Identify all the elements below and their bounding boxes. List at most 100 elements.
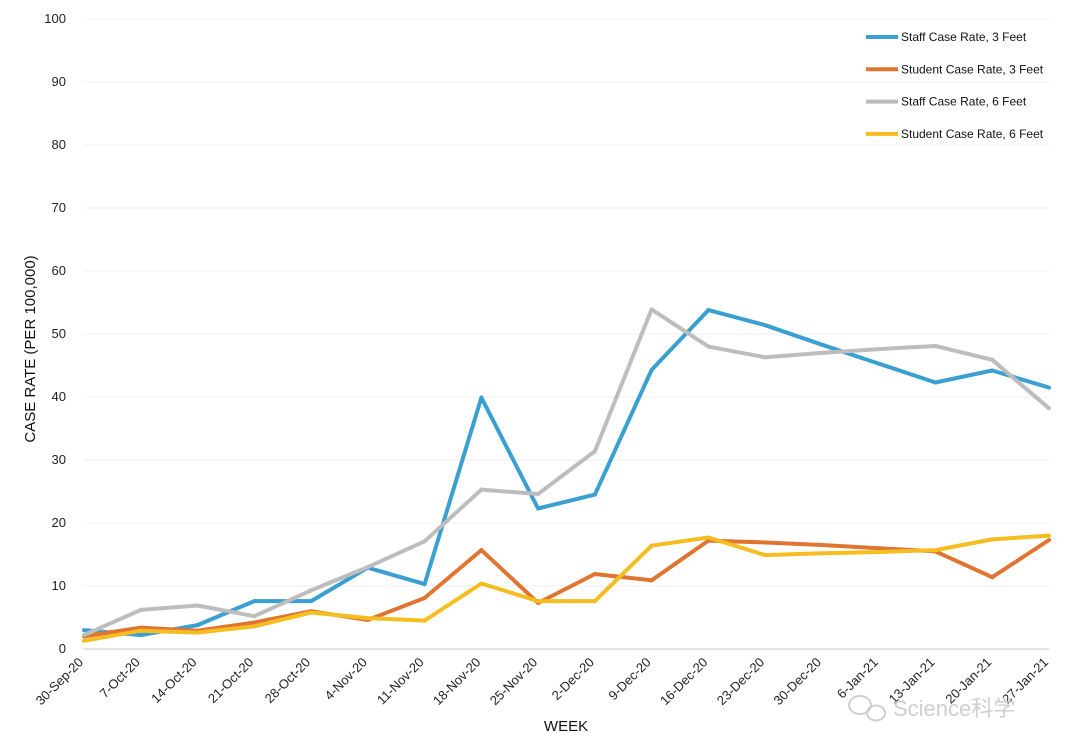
data-point: [82, 628, 86, 633]
x-tick-label: 6-Jan-21: [834, 655, 881, 702]
wechat-icon: [848, 695, 886, 722]
y-axis-ticks: 0 10 20 30 40 50 60 70 80 90 100: [44, 11, 66, 656]
data-point: [82, 638, 86, 643]
data-point: [138, 633, 143, 638]
data-point: [763, 553, 768, 558]
x-tick-label: 2-Dec-20: [549, 655, 597, 703]
data-point: [649, 367, 654, 372]
data-point: [309, 588, 314, 593]
data-point: [195, 623, 200, 628]
watermark-text: Science科学: [893, 696, 1015, 721]
data-point: [592, 572, 597, 576]
data-point: [763, 323, 768, 328]
data-point: [990, 368, 995, 373]
data-point: [819, 543, 824, 547]
data-point: [990, 575, 995, 580]
x-tick-label: 11-Nov-20: [374, 655, 427, 708]
data-point: [649, 578, 654, 583]
data-point: [819, 551, 824, 556]
series-line-3: [83, 307, 1051, 637]
x-tick-label: 23-Dec-20: [714, 655, 768, 709]
y-tick-label: 80: [52, 137, 66, 152]
data-point: [479, 581, 484, 586]
data-point: [138, 607, 143, 612]
data-point: [592, 492, 597, 497]
y-tick-label: 70: [52, 200, 66, 215]
data-point: [422, 618, 427, 623]
data-point: [536, 599, 541, 604]
y-tick-label: 60: [52, 263, 66, 278]
y-tick-label: 50: [52, 326, 66, 341]
data-point: [422, 539, 427, 544]
x-tick-label: 25-Nov-20: [487, 655, 541, 709]
data-point: [365, 565, 370, 570]
data-point: [763, 355, 768, 360]
data-point: [933, 380, 938, 385]
data-point: [876, 361, 881, 366]
y-tick-label: 40: [52, 389, 66, 404]
series-line-2: [83, 538, 1051, 639]
y-tick-label: 0: [59, 641, 66, 656]
data-point: [252, 624, 257, 629]
data-point: [138, 625, 143, 630]
gridlines: [84, 18, 1049, 587]
legend-label: Student Case Rate, 6 Feet: [901, 127, 1044, 141]
data-point: [479, 548, 484, 553]
data-point: [365, 616, 370, 621]
data-point: [819, 342, 824, 347]
data-point: [1047, 533, 1051, 538]
legend-label: Staff Case Rate, 3 Feet: [901, 30, 1027, 44]
data-point: [649, 307, 654, 312]
data-point: [1047, 538, 1051, 542]
data-point: [706, 344, 711, 349]
y-tick-label: 100: [44, 11, 66, 26]
x-tick-label: 28-Oct-20: [262, 655, 313, 706]
series-lines: [82, 307, 1051, 643]
data-point: [422, 596, 427, 600]
data-point: [876, 546, 881, 551]
data-point: [706, 308, 711, 313]
data-point: [252, 614, 257, 619]
data-point: [536, 506, 541, 511]
y-tick-label: 30: [52, 452, 66, 467]
y-axis-title: CASE RATE (PER 100,000): [22, 255, 39, 442]
x-tick-label: 4-Nov-20: [322, 655, 370, 703]
series-line-1: [83, 308, 1050, 638]
legend: Staff Case Rate, 3 Feet Student Case Rate…: [866, 30, 1044, 141]
data-point: [819, 350, 824, 355]
data-point: [990, 537, 995, 542]
data-point: [309, 599, 314, 604]
data-point: [138, 628, 143, 633]
watermark: Science科学: [848, 695, 1015, 722]
data-point: [479, 395, 484, 400]
x-axis-title: WEEK: [544, 718, 588, 735]
x-tick-label: 18-Nov-20: [430, 655, 484, 709]
x-tick-label: 30-Dec-20: [771, 655, 825, 709]
data-point: [706, 535, 711, 540]
data-point: [1047, 406, 1051, 411]
x-tick-label: 9-Dec-20: [605, 655, 653, 703]
data-point: [82, 633, 86, 638]
data-point: [876, 347, 881, 352]
data-point: [309, 610, 314, 615]
y-tick-label: 10: [52, 578, 66, 593]
x-tick-label: 7-Oct-20: [97, 655, 143, 701]
x-tick-label: 21-Oct-20: [205, 655, 256, 706]
legend-label: Staff Case Rate, 6 Feet: [901, 95, 1027, 109]
data-point: [195, 630, 200, 635]
data-point: [876, 550, 881, 554]
data-point: [252, 599, 257, 604]
data-point: [763, 540, 768, 545]
data-point: [592, 599, 597, 604]
data-point: [933, 548, 938, 553]
data-point: [933, 344, 938, 348]
x-tick-label: 30-Sep-20: [33, 655, 87, 709]
data-point: [479, 487, 484, 492]
data-point: [422, 582, 427, 587]
x-tick-label: 14-Oct-20: [148, 655, 199, 706]
data-point: [592, 449, 597, 454]
data-point: [536, 492, 541, 496]
y-tick-label: 90: [52, 74, 66, 89]
data-point: [649, 543, 654, 548]
data-point: [252, 620, 257, 625]
